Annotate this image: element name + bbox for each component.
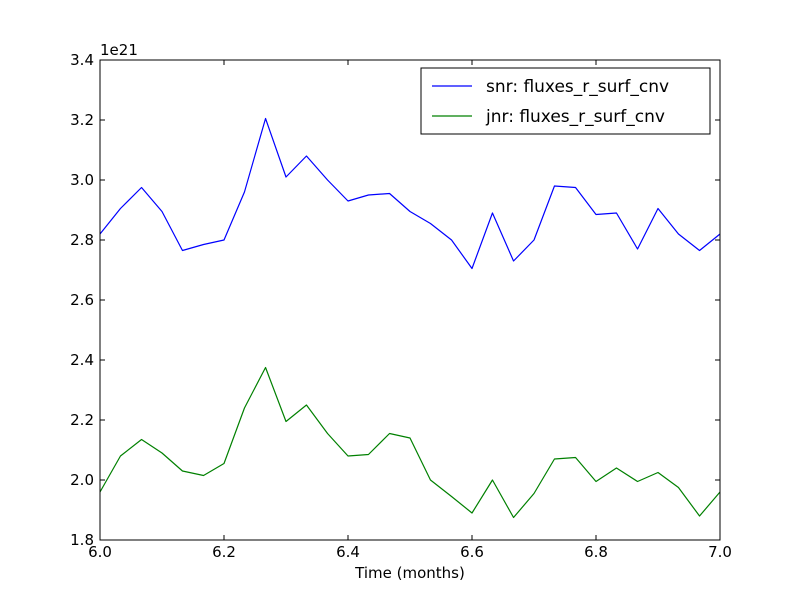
legend: snr: fluxes_r_surf_cnv jnr: fluxes_r_sur…	[420, 67, 711, 135]
plot-area	[100, 60, 720, 540]
series-lines	[99, 117, 721, 519]
y-tick-label: 2.4	[70, 351, 94, 369]
legend-label-snr: snr: fluxes_r_surf_cnv	[486, 77, 669, 97]
y-tick-label: 2.2	[70, 411, 94, 429]
x-tick-label: 6.6	[460, 543, 484, 561]
x-axis-label: Time (months)	[354, 564, 465, 582]
y-tick-label: 3.0	[70, 171, 94, 189]
y-tick-label: 2.0	[70, 471, 94, 489]
series-line-0	[99, 117, 721, 270]
y-tick-label: 3.4	[70, 51, 94, 69]
y-tick-label: 2.6	[70, 291, 94, 309]
y-tick-label: 1.8	[70, 531, 94, 549]
y-offset-label: 1e21	[100, 41, 138, 59]
axis-ticks: 6.0 6.2 6.4 6.6 6.8 7.0 1.8 2.0 2.2 2.4 2.6 2.8 3.0 3…	[70, 51, 732, 561]
y-tick-label: 3.2	[70, 111, 94, 129]
legend-label-jnr: jnr: fluxes_r_surf_cnv	[485, 107, 665, 127]
x-tick-label: 6.4	[336, 543, 360, 561]
x-tick-label: 7.0	[708, 543, 732, 561]
y-tick-label: 2.8	[70, 231, 94, 249]
x-tick-label: 6.8	[584, 543, 608, 561]
x-tick-label: 6.2	[212, 543, 236, 561]
series-line-1	[99, 366, 721, 519]
x-tick-label: 6.0	[88, 543, 112, 561]
legend-box	[420, 67, 711, 135]
